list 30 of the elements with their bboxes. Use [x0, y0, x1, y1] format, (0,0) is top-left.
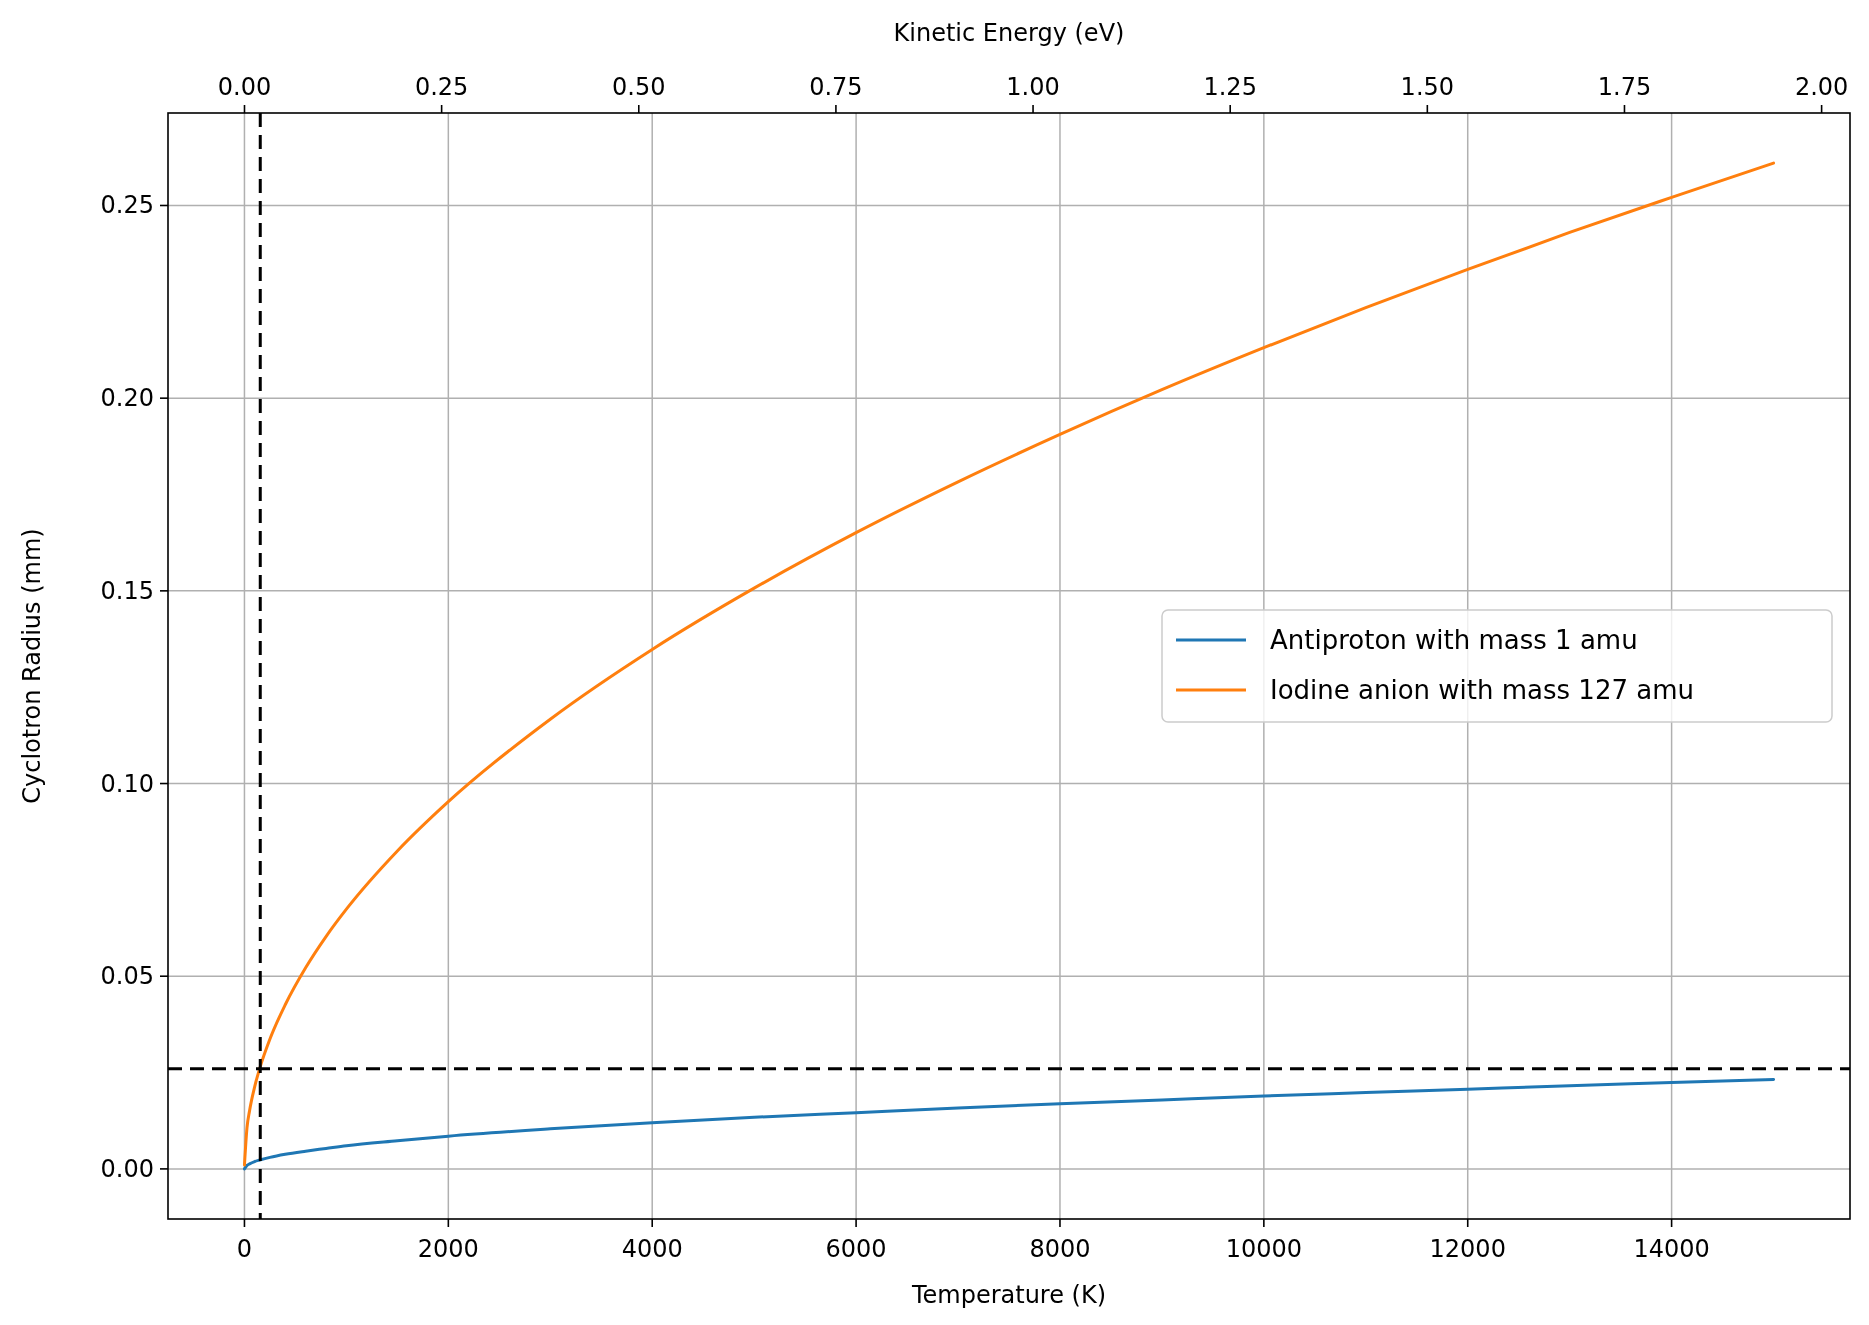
y-tick-label: 0.10: [100, 769, 154, 798]
x2-tick-label: 1.75: [1597, 73, 1652, 101]
x-tick-label: 6000: [825, 1235, 887, 1263]
y-tick-label: 0.25: [100, 191, 154, 220]
y-tick-label: 0.15: [100, 576, 154, 605]
x-tick-label: 14000: [1633, 1235, 1710, 1263]
legend-label: Antiproton with mass 1 amu: [1270, 625, 1638, 655]
y-tick-label: 0.00: [100, 1154, 154, 1183]
x2-tick-label: 0.25: [414, 73, 469, 101]
line-series: [242, 161, 1776, 1167]
x2-tick-label: 2.00: [1794, 73, 1849, 101]
x2-tick-label: 0.75: [809, 73, 863, 101]
x-tick-label: 10000: [1225, 1235, 1303, 1263]
y-tick-label: 0.05: [100, 962, 154, 991]
x-tick-label: 2000: [417, 1235, 479, 1263]
line-series: [242, 1078, 1776, 1171]
x2-tick-label: 0.00: [217, 73, 272, 101]
x2-tick-label: 1.50: [1400, 73, 1455, 101]
x2-tick-label: 0.50: [612, 73, 666, 101]
x-tick-label: 8000: [1029, 1235, 1091, 1263]
y-axis-title: Cyclotron Radius (mm): [18, 528, 46, 804]
legend-label: Iodine anion with mass 127 amu: [1270, 675, 1694, 705]
x-axis-title: Temperature (K): [910, 1281, 1107, 1309]
x-tick-label: 0: [236, 1235, 253, 1263]
x2-tick-label: 1.25: [1203, 73, 1257, 101]
x-tick-label: 12000: [1429, 1235, 1506, 1263]
x2-axis-title: Kinetic Energy (eV): [893, 19, 1125, 47]
x-tick-label: 4000: [621, 1235, 683, 1263]
x2-tick-label: 1.00: [1006, 73, 1060, 101]
y-tick-label: 0.20: [100, 384, 154, 413]
